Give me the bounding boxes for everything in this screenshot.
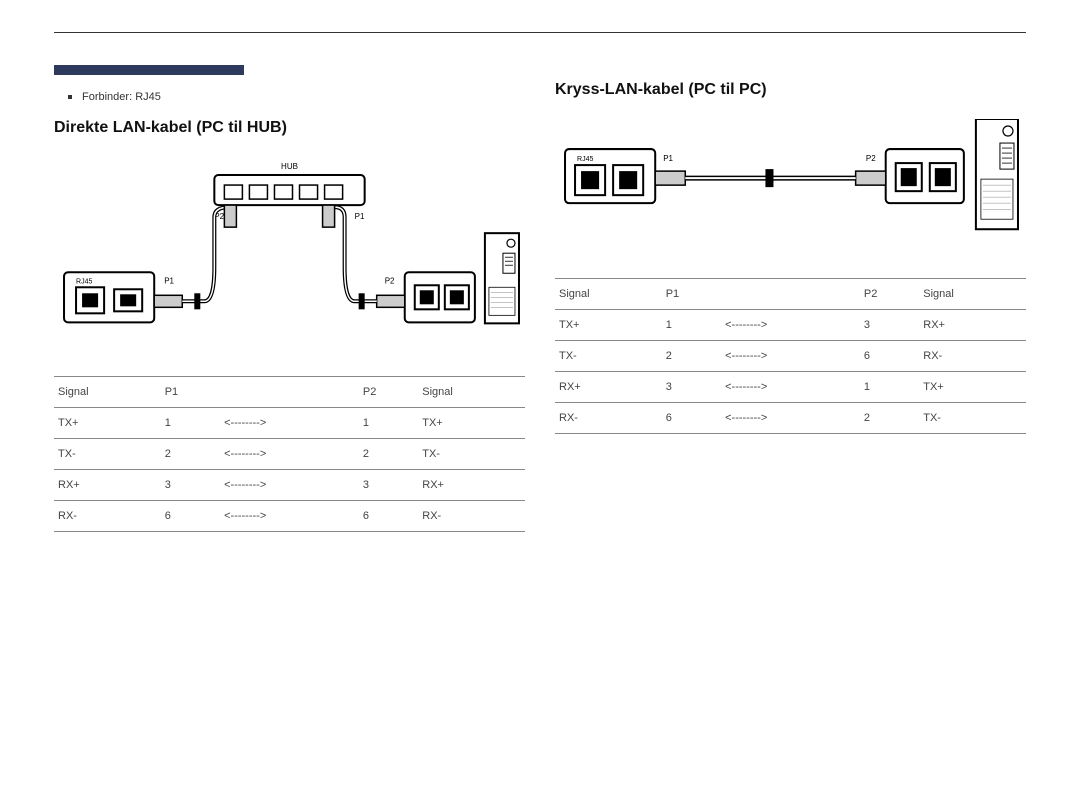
hub-p1-label: P1 [355,212,365,221]
table-cell: <--------> [721,310,860,341]
table-cell: RX+ [54,470,161,501]
table-cell: <--------> [220,470,359,501]
table-cell: <--------> [220,501,359,532]
hub-label: HUB [281,162,298,171]
table-cell: TX+ [919,372,1026,403]
col-signal-2: Signal [919,279,1026,310]
table-header-row: Signal P1 P2 Signal [54,377,525,408]
table-cell: TX+ [555,310,662,341]
left-rj45-label: RJ45 [76,278,92,285]
left-column: Forbinder: RJ45 Direkte LAN-kabel (PC ti… [54,75,525,532]
right-section-title: Kryss-LAN-kabel (PC til PC) [555,81,1026,99]
diagram-pc-to-pc: RJ45 P1 P2 [555,119,1026,264]
cross-plug-right [856,171,886,185]
table-cell: TX- [555,341,662,372]
table-cell: TX+ [54,408,161,439]
table-cell: 1 [662,310,721,341]
plug-left [154,295,182,307]
right-column: Kryss-LAN-kabel (PC til PC) RJ45 P1 P2 [555,75,1026,532]
table-header-row: Signal P1 P2 Signal [555,279,1026,310]
table-cell: 1 [161,408,220,439]
left-section-title: Direkte LAN-kabel (PC til HUB) [54,119,525,137]
table-cell: <--------> [721,403,860,434]
table-cell: 2 [860,403,919,434]
col-p2: P2 [359,377,418,408]
cross-p1-label: P1 [663,154,673,163]
table-cell: 3 [662,372,721,403]
col-signal-1: Signal [54,377,161,408]
table-cell: <--------> [220,439,359,470]
table-row: RX+3<-------->3RX+ [54,470,525,501]
table-row: TX-2<-------->2TX- [54,439,525,470]
cross-pc-tower [976,119,1018,229]
table-row: RX-6<-------->6RX- [54,501,525,532]
left-p1-label: P1 [164,276,174,285]
table-cell: RX+ [919,310,1026,341]
crossover-cable-table: Signal P1 P2 Signal TX+1<-------->3RX+TX… [555,278,1026,434]
table-row: TX-2<-------->6RX- [555,341,1026,372]
table-cell: <--------> [721,372,860,403]
table-cell: <--------> [721,341,860,372]
right-p2-label: P2 [385,276,395,285]
cross-rj45-label: RJ45 [577,156,593,163]
table-cell: 2 [662,341,721,372]
col-signal-2: Signal [418,377,525,408]
table-cell: 1 [860,372,919,403]
col-signal-1: Signal [555,279,662,310]
cable-right-outer [335,207,377,301]
table-cell: RX- [54,501,161,532]
left-table-body: TX+1<-------->1TX+TX-2<-------->2TX-RX+3… [54,408,525,532]
table-cell: RX+ [555,372,662,403]
table-cell: 6 [860,341,919,372]
table-cell: 6 [662,403,721,434]
cross-p2-label: P2 [866,154,876,163]
table-cell: RX- [418,501,525,532]
right-table-body: TX+1<-------->3RX+TX-2<-------->6RX-RX+3… [555,310,1026,434]
col-arrow [721,279,860,310]
table-cell: RX- [555,403,662,434]
cable-left-outer [182,207,229,301]
bullet-dot-icon [68,95,72,99]
diagram-pc-to-hub: HUB P2 P1 RJ45 P1 [54,157,525,362]
table-cell: TX+ [418,408,525,439]
table-row: RX-6<-------->2TX- [555,403,1026,434]
col-arrow [220,377,359,408]
table-cell: 2 [359,439,418,470]
table-cell: 6 [359,501,418,532]
table-cell: 3 [359,470,418,501]
content-columns: Forbinder: RJ45 Direkte LAN-kabel (PC ti… [0,75,1080,532]
plug-right [377,295,405,307]
connector-text: Forbinder: RJ45 [82,91,161,103]
table-row: TX+1<-------->3RX+ [555,310,1026,341]
header-blue-bar [54,65,244,75]
table-cell: RX+ [418,470,525,501]
col-p1: P1 [662,279,721,310]
table-cell: TX- [919,403,1026,434]
hub-diagram-svg: HUB P2 P1 RJ45 P1 [54,157,525,357]
table-cell: <--------> [220,408,359,439]
table-cell: 1 [359,408,418,439]
top-horizontal-rule [54,32,1026,33]
table-row: TX+1<-------->1TX+ [54,408,525,439]
direct-cable-table: Signal P1 P2 Signal TX+1<-------->1TX+TX… [54,376,525,532]
col-p2: P2 [860,279,919,310]
crossover-diagram-svg: RJ45 P1 P2 [555,119,1026,259]
connector-bullet: Forbinder: RJ45 [54,91,525,103]
table-cell: RX- [919,341,1026,372]
table-cell: 3 [860,310,919,341]
col-p1: P1 [161,377,220,408]
cross-plug-left [655,171,685,185]
table-row: RX+3<-------->1TX+ [555,372,1026,403]
table-cell: 6 [161,501,220,532]
table-cell: 2 [161,439,220,470]
table-cell: TX- [418,439,525,470]
ferrite-bead [765,169,773,187]
table-cell: TX- [54,439,161,470]
table-cell: 3 [161,470,220,501]
